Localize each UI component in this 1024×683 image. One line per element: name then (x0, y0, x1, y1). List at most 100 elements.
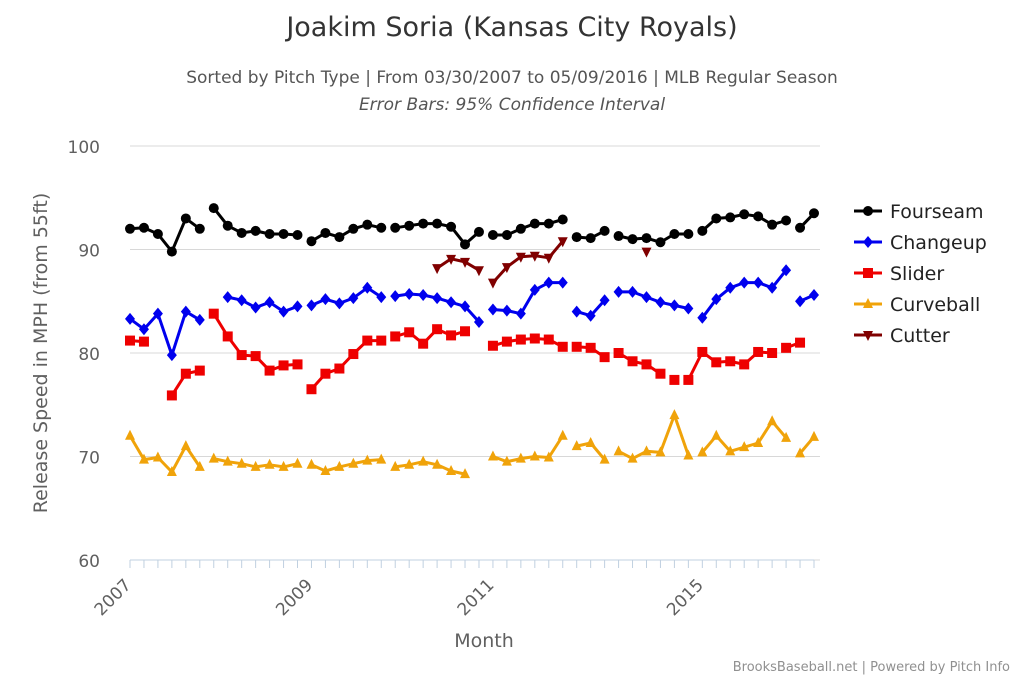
point-slider (529, 333, 540, 344)
chart-subtitle: Sorted by Pitch Type | From 03/30/2007 t… (186, 68, 838, 88)
point-cutter (446, 254, 457, 265)
point-fourseam (250, 225, 261, 236)
point-changeup (739, 276, 750, 289)
point-curveball (543, 451, 554, 462)
point-changeup (697, 311, 708, 324)
point-fourseam (348, 223, 359, 234)
point-changeup (306, 299, 317, 312)
point-cutter (641, 247, 652, 258)
point-changeup (543, 276, 554, 289)
point-changeup (446, 296, 457, 309)
legend-marker-cutter (863, 331, 873, 341)
point-fourseam (264, 228, 275, 239)
point-fourseam (767, 219, 778, 230)
point-slider (627, 356, 638, 367)
point-curveball (557, 429, 568, 440)
point-slider (348, 349, 359, 360)
point-slider (557, 341, 568, 352)
series-line-changeup (310, 286, 383, 307)
point-curveball (669, 409, 680, 420)
point-fourseam (697, 225, 708, 236)
point-fourseam (208, 203, 219, 214)
point-changeup (767, 281, 778, 294)
point-fourseam (711, 213, 722, 224)
point-changeup (669, 299, 680, 312)
credits[interactable]: BrooksBaseball.net | Powered by Pitch In… (732, 660, 1010, 675)
legend-marker-curveball (863, 298, 873, 308)
point-fourseam (571, 232, 582, 243)
point-curveball (166, 466, 177, 477)
x-tick-label: 2015 (663, 575, 708, 620)
point-changeup (627, 285, 638, 298)
point-curveball (585, 437, 596, 448)
point-changeup (376, 291, 387, 304)
point-slider (599, 352, 610, 363)
point-slider (725, 356, 736, 367)
series-line-curveball (492, 434, 564, 464)
x-axis-title: Month (454, 630, 514, 652)
point-changeup (711, 293, 722, 306)
point-slider (543, 334, 554, 345)
point-slider (487, 340, 498, 351)
legend-label-curveball: Curveball (890, 294, 980, 316)
point-fourseam (641, 233, 652, 244)
point-slider (697, 346, 708, 357)
point-fourseam (809, 208, 819, 219)
point-curveball (264, 458, 275, 469)
point-slider (194, 365, 205, 376)
point-changeup (460, 300, 471, 313)
point-fourseam (669, 228, 680, 239)
point-changeup (404, 288, 415, 301)
point-changeup (320, 293, 331, 306)
series-line-slider (617, 351, 662, 375)
x-tick-label: 2007 (91, 575, 136, 620)
point-curveball (599, 453, 610, 464)
point-curveball (460, 468, 471, 479)
point-slider (362, 335, 373, 346)
point-curveball (376, 453, 387, 464)
point-slider (376, 335, 387, 346)
point-curveball (418, 455, 429, 466)
point-changeup (529, 283, 540, 296)
point-curveball (278, 460, 289, 471)
point-fourseam (446, 221, 457, 232)
point-fourseam (655, 237, 666, 248)
point-changeup (501, 304, 512, 317)
point-slider (166, 390, 177, 401)
point-curveball (627, 452, 638, 463)
point-fourseam (376, 222, 387, 233)
point-slider (795, 337, 806, 348)
y-tick-label: 70 (78, 449, 100, 469)
point-slider (446, 330, 457, 341)
point-fourseam (753, 211, 764, 222)
y-tick-label: 80 (78, 345, 100, 365)
point-fourseam (599, 225, 610, 236)
point-fourseam (152, 228, 163, 239)
point-curveball (711, 429, 722, 440)
series-changeup (125, 264, 819, 362)
point-slider (138, 336, 149, 347)
point-curveball (446, 464, 457, 475)
point-fourseam (627, 234, 638, 245)
series-line-curveball (617, 413, 690, 461)
point-slider (641, 359, 652, 370)
point-changeup (264, 296, 275, 309)
point-curveball (390, 460, 401, 471)
point-curveball (334, 460, 345, 471)
chart-title: Joakim Soria (Kansas City Royals) (286, 12, 738, 43)
point-curveball (180, 440, 191, 451)
point-fourseam (460, 239, 471, 250)
point-fourseam (222, 220, 233, 231)
point-changeup (362, 281, 373, 294)
point-fourseam (501, 230, 512, 241)
point-slider (585, 342, 596, 353)
point-slider (334, 363, 345, 374)
point-slider (767, 348, 778, 358)
series-line-cutter (436, 257, 480, 272)
point-changeup (334, 297, 345, 310)
point-fourseam (334, 232, 345, 243)
point-fourseam (739, 209, 750, 220)
point-fourseam (306, 236, 317, 247)
point-curveball (194, 460, 205, 471)
point-curveball (362, 454, 373, 465)
